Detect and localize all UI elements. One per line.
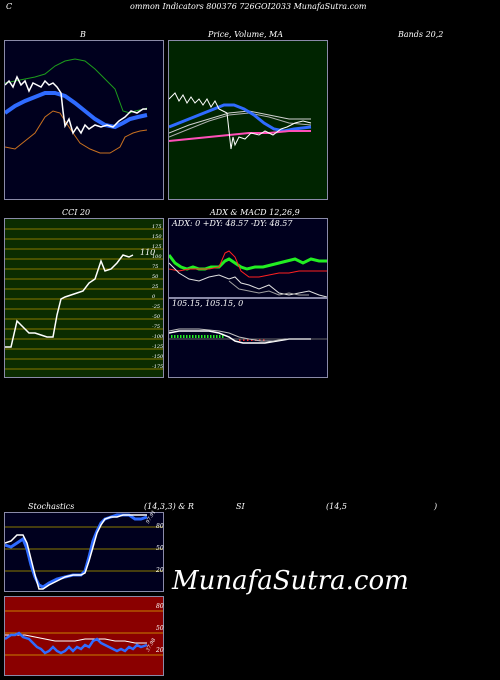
watermark: MunafaSutra.com xyxy=(172,566,409,596)
stoch-level: 20 xyxy=(156,567,164,574)
cci-level: -75 xyxy=(152,324,161,330)
cci-chart xyxy=(4,218,164,378)
cci-level: 125 xyxy=(152,244,162,250)
cci-level: -150 xyxy=(152,354,164,360)
rsi-chart xyxy=(4,596,164,676)
cci-level: -175 xyxy=(152,364,164,370)
macd-histogram xyxy=(171,335,224,338)
price-ma-blue xyxy=(169,103,312,133)
bollinger-title-right: Bands 20,2 xyxy=(398,30,444,39)
adx-minus-dy xyxy=(169,250,327,278)
rsi-label: SI xyxy=(236,502,245,511)
price-volume-ma-chart xyxy=(168,40,328,200)
bollinger-upper-band xyxy=(5,58,148,114)
rsi-level: 20 xyxy=(156,647,164,654)
rsi-params-close: ) xyxy=(434,502,438,511)
rsi-params: (14,5 xyxy=(326,502,347,511)
stoch-d-line xyxy=(5,514,147,590)
stoch-level: 50 xyxy=(156,545,164,552)
cci-level: 25 xyxy=(152,284,159,290)
bollinger-title: B xyxy=(80,30,86,39)
rsi-smooth-line xyxy=(5,634,147,644)
cci-level: 175 xyxy=(152,224,162,230)
cci-level: -100 xyxy=(152,334,164,340)
cci-title: CCI 20 xyxy=(62,208,91,217)
stochastics-params: (14,3,3) & R xyxy=(144,502,194,511)
price-ma-title: Price, Volume, MA xyxy=(208,30,284,39)
cci-level: 50 xyxy=(152,274,159,280)
adx-readout: ADX: 0 +DY: 48.57 -DY: 48.57 xyxy=(172,219,293,228)
cci-level: 150 xyxy=(152,234,162,240)
macd-chart xyxy=(168,298,328,378)
stochastics-label: Stochastics xyxy=(28,502,75,511)
rsi-line xyxy=(5,631,148,655)
stoch-level: 80 xyxy=(156,523,164,530)
macd-readout: 105.15, 105.15, 0 xyxy=(172,299,244,308)
cci-level: -25 xyxy=(152,304,161,310)
cci-level: -125 xyxy=(152,344,164,350)
cci-level: 100 xyxy=(152,254,162,260)
adx-macd-title: ADX & MACD 12,26,9 xyxy=(210,208,300,217)
macd-line xyxy=(169,330,311,344)
cci-line xyxy=(5,254,134,348)
macd-signal xyxy=(169,328,311,342)
rsi-level: 50 xyxy=(156,625,164,632)
adx-chart xyxy=(168,218,328,298)
page-title: ommon Indicators 800376 726GOI2033 Munaf… xyxy=(130,2,367,11)
cci-level: 0 xyxy=(152,294,156,300)
stochastics-chart xyxy=(4,512,164,592)
price-line xyxy=(169,92,312,150)
stoch-k-line xyxy=(5,513,148,589)
cci-level: 75 xyxy=(152,264,159,270)
adx-plus-dy xyxy=(169,254,327,271)
rsi-level: 80 xyxy=(156,603,164,610)
header-left: C xyxy=(6,2,13,11)
bollinger-chart xyxy=(4,40,164,200)
bollinger-price-line xyxy=(5,75,147,135)
bollinger-lower-band xyxy=(5,110,148,154)
cci-level: -50 xyxy=(152,314,161,320)
bollinger-middle-ma xyxy=(5,91,148,130)
cci-value-label: 110 xyxy=(140,248,156,257)
price-ma-pink xyxy=(169,130,311,142)
